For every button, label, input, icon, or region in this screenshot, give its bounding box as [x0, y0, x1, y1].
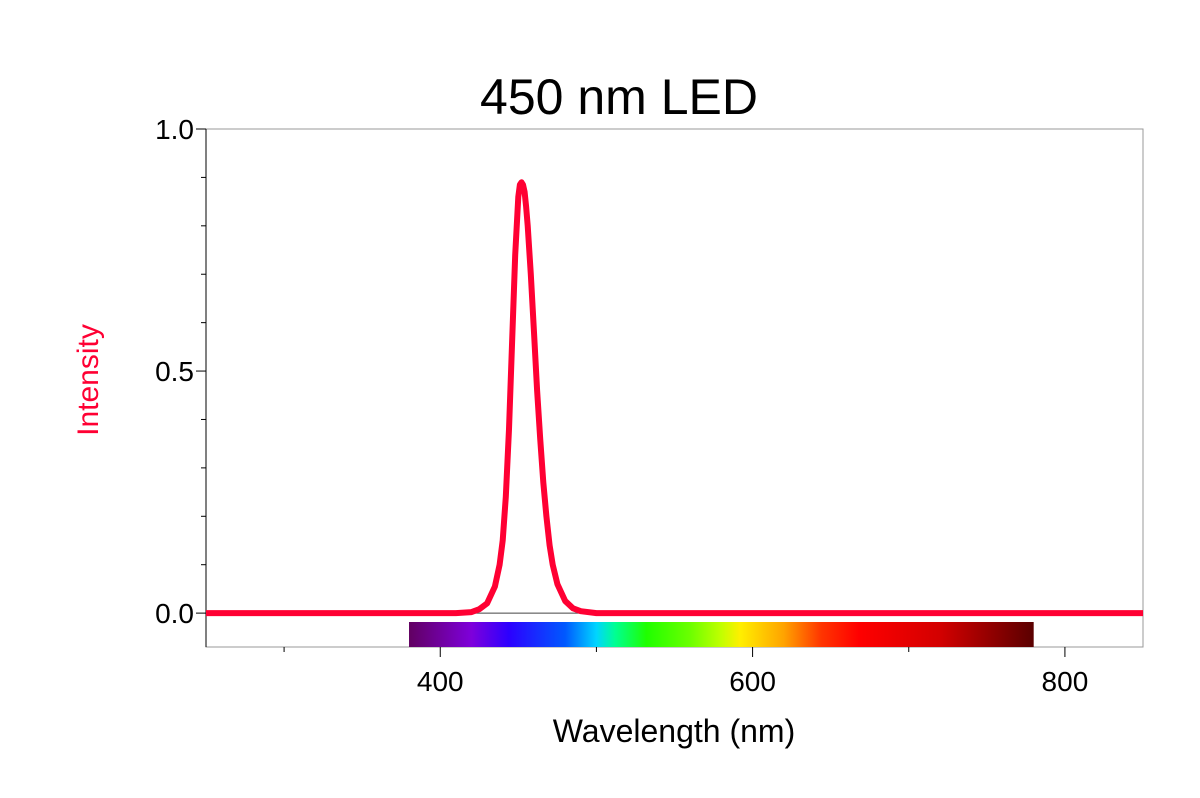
y-tick-label: 0.5 [155, 356, 194, 387]
visible-spectrum-bar [409, 622, 1034, 647]
y-tick-label: 0.0 [155, 598, 194, 629]
x-axis-label: Wavelength (nm) [553, 713, 795, 749]
y-axis: 0.0 0.5 1.0 [155, 114, 207, 647]
chart-title: 450 nm LED [480, 69, 758, 125]
x-tick-label: 800 [1042, 666, 1089, 697]
plot-frame [205, 128, 1144, 648]
x-tick-label: 600 [729, 666, 776, 697]
intensity-series-line [206, 179, 1143, 617]
y-tick-label: 1.0 [155, 114, 194, 145]
y-axis-label: Intensity [72, 324, 105, 436]
x-axis: 400 600 800 [283, 647, 1089, 697]
x-tick-label: 400 [417, 666, 464, 697]
